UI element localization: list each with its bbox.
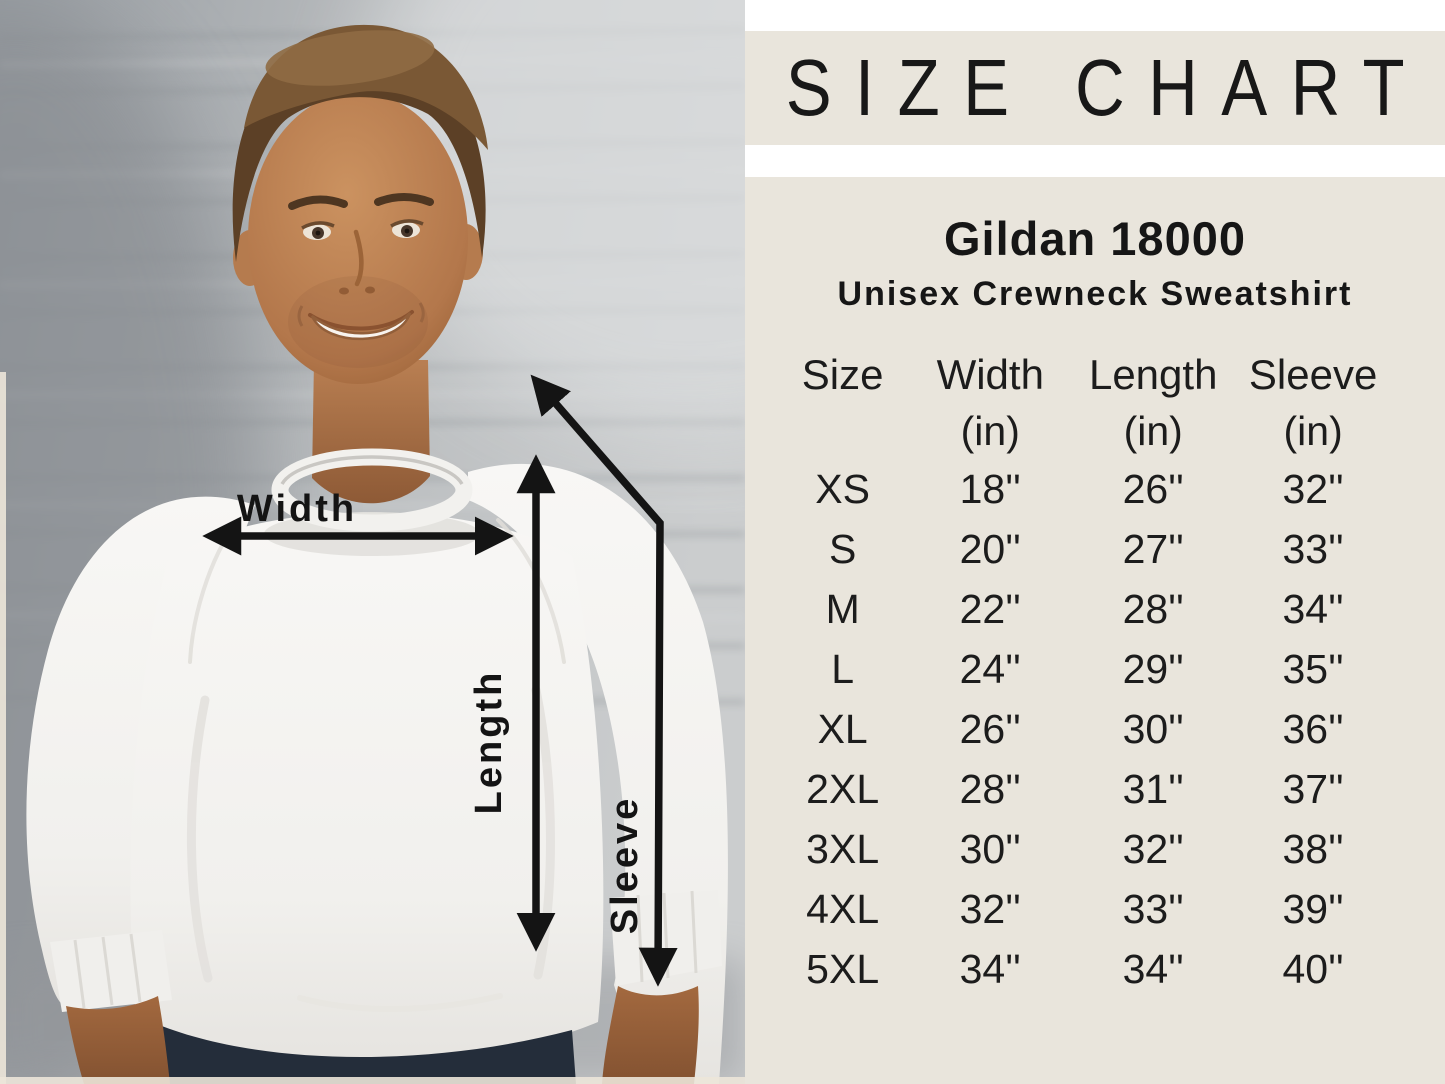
model-photo: Width Length Sleeve (0, 0, 745, 1084)
eyes (301, 219, 424, 240)
table-row: 4XL 32'' 33'' 39'' (775, 879, 1390, 939)
width-value: 18'' (959, 465, 1021, 512)
sleeve-arrow (530, 374, 678, 987)
table-row: M 22'' 28'' 34'' (775, 579, 1390, 639)
size-value: S (828, 525, 857, 572)
length-value: 27'' (1122, 525, 1184, 572)
table-row: XL 26'' 30'' 36'' (775, 699, 1390, 759)
length-value: 34'' (1122, 945, 1184, 992)
width-value: 30'' (959, 825, 1021, 872)
sleeve-value: 39'' (1282, 885, 1344, 932)
measurement-diagram: Width Length Sleeve (0, 0, 745, 1084)
size-value: 3XL (806, 825, 880, 872)
size-value: 2XL (806, 765, 880, 812)
right-forearm (602, 986, 699, 1084)
size-chart-content: Gildan 18000 Unisex Crewneck Sweatshirt … (745, 177, 1445, 1084)
sleeve-label: Sleeve (604, 796, 646, 934)
sleeve-value: 37'' (1282, 765, 1344, 812)
sleeve-value: 38'' (1282, 825, 1344, 872)
neck (312, 360, 430, 504)
table-row: XS 18'' 26'' 32'' (775, 459, 1390, 519)
width-value: 22'' (959, 585, 1021, 632)
product-type: Unisex Crewneck Sweatshirt (837, 275, 1353, 313)
photo-edge-strip-bottom (0, 1077, 745, 1084)
left-forearm (66, 996, 170, 1084)
product-name: Gildan 18000 (944, 212, 1246, 265)
col-header-sleeve: Sleeve (1248, 351, 1378, 398)
sleeve-value: 36'' (1282, 705, 1344, 752)
width-label: Width (237, 488, 357, 530)
col-header-width: Width (936, 351, 1044, 398)
table-row: L 24'' 29'' 35'' (775, 639, 1390, 699)
size-value: M (825, 585, 860, 632)
length-label: Length (468, 670, 510, 815)
unit-length: (in) (1123, 407, 1183, 454)
width-value: 20'' (959, 525, 1021, 572)
model-head (232, 24, 488, 384)
width-value: 26'' (959, 705, 1021, 752)
table-header-row: Size Width Length Sleeve (775, 347, 1390, 403)
title-band: SIZE CHART (745, 31, 1445, 145)
table-units-row: (in) (in) (in) (775, 403, 1390, 459)
length-value: 33'' (1122, 885, 1184, 932)
size-value: XL (817, 705, 868, 752)
width-value: 34'' (959, 945, 1021, 992)
size-chart-panel: SIZE CHART Gildan 18000 Unisex Crewneck … (745, 0, 1445, 1084)
table-row: 2XL 28'' 31'' 37'' (775, 759, 1390, 819)
size-value: 5XL (806, 945, 880, 992)
smile (297, 302, 425, 341)
size-value: XS (815, 465, 870, 512)
page-title: SIZE CHART (785, 43, 1428, 133)
table-row: S 20'' 27'' 33'' (775, 519, 1390, 579)
measurement-labels: Width Length Sleeve (237, 488, 646, 934)
jeans (148, 1022, 576, 1084)
size-table: Size Width Length Sleeve (in) (in) (in) … (775, 347, 1390, 999)
size-value: L (831, 645, 855, 692)
sleeve-value: 40'' (1282, 945, 1344, 992)
table-row: 3XL 30'' 32'' 38'' (775, 819, 1390, 879)
sleeve-value: 32'' (1282, 465, 1344, 512)
length-value: 31'' (1122, 765, 1184, 812)
photo-edge-strip-left (0, 372, 6, 1084)
width-value: 24'' (959, 645, 1021, 692)
width-value: 28'' (959, 765, 1021, 812)
length-value: 26'' (1122, 465, 1184, 512)
size-value: 4XL (806, 885, 880, 932)
table-row: 5XL 34'' 34'' 40'' (775, 939, 1390, 999)
sleeve-value: 34'' (1282, 585, 1344, 632)
sleeve-value: 33'' (1282, 525, 1344, 572)
unit-width: (in) (960, 407, 1020, 454)
length-value: 30'' (1122, 705, 1184, 752)
length-value: 29'' (1122, 645, 1184, 692)
sleeve-value: 35'' (1282, 645, 1344, 692)
measurement-arrows (202, 374, 678, 987)
length-value: 28'' (1122, 585, 1184, 632)
col-header-length: Length (1088, 351, 1218, 398)
length-value: 32'' (1122, 825, 1184, 872)
sweatshirt-torso (130, 512, 604, 1064)
col-header-size: Size (801, 351, 884, 398)
width-value: 32'' (959, 885, 1021, 932)
unit-sleeve: (in) (1283, 407, 1343, 454)
